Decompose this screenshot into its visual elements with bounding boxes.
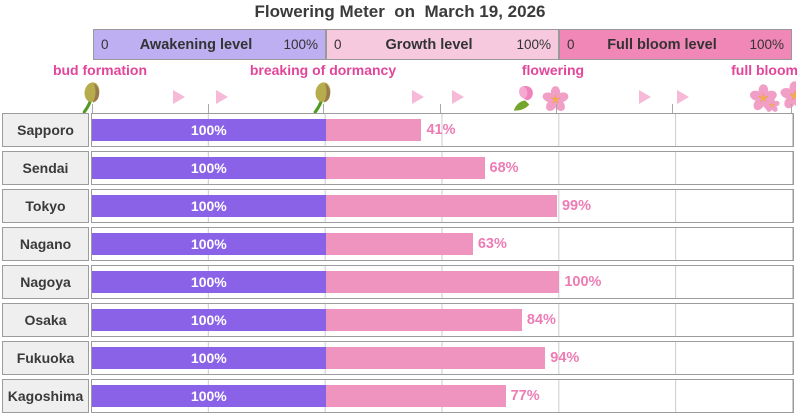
page-title: Flowering Meter on March 19, 2026 — [254, 2, 546, 21]
table-row: Sapporo 100% 41% — [2, 113, 794, 147]
band-label: Growth level — [385, 36, 473, 53]
stage-label-flowering: flowering — [521, 62, 585, 78]
table-row: Osaka 100% 84% — [2, 303, 794, 337]
growth-bar — [325, 385, 506, 407]
axis-tick — [208, 104, 209, 113]
full-bloom-level-band: 0 Full bloom level 100% — [559, 29, 792, 60]
bud-icon — [79, 82, 103, 113]
growth-value-label: 84% — [526, 312, 556, 328]
city-label: Kagoshima — [2, 379, 89, 413]
growth-value-label: 94% — [550, 350, 580, 366]
cherry-blossom-cluster-icon — [736, 81, 796, 113]
city-label: Sendai — [2, 151, 89, 185]
chart-cell: 100% 99% — [91, 189, 794, 223]
growth-bar — [325, 271, 560, 293]
growth-value-label: 77% — [510, 388, 540, 404]
growth-value-label: 100% — [564, 274, 602, 290]
pink-arrow-icon — [677, 90, 689, 104]
band-min: 0 — [334, 37, 342, 52]
table-row: Nagano 100% 63% — [2, 227, 794, 261]
city-label: Sapporo — [2, 113, 89, 147]
table-row: Tokyo 100% 99% — [2, 189, 794, 223]
city-progress-table: Sapporo 100% 41% Sendai 100% 68% Tokyo 1… — [2, 113, 794, 416]
band-min: 0 — [567, 37, 575, 52]
city-label: Fukuoka — [2, 341, 89, 375]
city-label: Tokyo — [2, 189, 89, 223]
growth-bar — [325, 119, 422, 141]
pink-arrow-icon — [412, 90, 424, 104]
growth-value-label: 63% — [477, 236, 507, 252]
axis-tick — [92, 104, 93, 113]
band-label: Full bloom level — [607, 36, 717, 53]
awakening-level-band: 0 Awakening level 100% — [93, 29, 326, 60]
city-label: Nagano — [2, 227, 89, 261]
awakening-bar: 100% — [92, 157, 326, 179]
growth-bar — [325, 233, 473, 255]
pink-arrow-icon — [173, 90, 185, 104]
chart-cell: 100% 68% — [91, 151, 794, 185]
awakening-bar: 100% — [92, 309, 326, 331]
band-max: 100% — [516, 37, 551, 52]
stage-label-breaking-of-dormancy: breaking of dormancy — [249, 62, 397, 78]
bud-icon — [310, 82, 334, 113]
pink-arrow-icon — [216, 90, 228, 104]
stage-label-full-bloom: full bloom — [731, 62, 798, 78]
chart-cell: 100% 94% — [91, 341, 794, 375]
city-label: Nagoya — [2, 265, 89, 299]
table-row: Sendai 100% 68% — [2, 151, 794, 185]
level-bands: 0 Awakening level 100% 0 Growth level 10… — [93, 29, 792, 60]
table-row: Nagoya 100% 100% — [2, 265, 794, 299]
band-max: 100% — [283, 37, 318, 52]
awakening-bar: 100% — [92, 119, 326, 141]
tulip-icon — [512, 84, 540, 112]
chart-cell: 100% 100% — [91, 265, 794, 299]
growth-value-label: 41% — [426, 122, 456, 138]
awakening-bar: 100% — [92, 385, 326, 407]
band-max: 100% — [749, 37, 784, 52]
chart-cell: 100% 63% — [91, 227, 794, 261]
band-min: 0 — [101, 37, 109, 52]
growth-level-band: 0 Growth level 100% — [326, 29, 559, 60]
growth-bar — [325, 195, 557, 217]
pink-arrow-icon — [452, 90, 464, 104]
chart-cell: 100% 41% — [91, 113, 794, 147]
table-row: Kagoshima 100% 77% — [2, 379, 794, 413]
growth-bar — [325, 157, 485, 179]
axis-tick — [672, 104, 673, 113]
growth-value-label: 68% — [489, 160, 519, 176]
city-label: Osaka — [2, 303, 89, 337]
awakening-bar: 100% — [92, 271, 326, 293]
band-label: Awakening level — [139, 36, 253, 53]
pink-arrow-icon — [639, 90, 651, 104]
stage-label-bud-formation: bud formation — [52, 62, 148, 78]
awakening-bar: 100% — [92, 347, 326, 369]
axis-tick — [556, 104, 557, 113]
growth-bar — [325, 309, 522, 331]
awakening-bar: 100% — [92, 195, 326, 217]
chart-cell: 100% 84% — [91, 303, 794, 337]
growth-value-label: 99% — [561, 198, 592, 214]
axis-tick — [323, 104, 324, 113]
table-row: Fukuoka 100% 94% — [2, 341, 794, 375]
growth-bar — [325, 347, 546, 369]
awakening-bar: 100% — [92, 233, 326, 255]
axis-tick — [791, 104, 792, 113]
chart-cell: 100% 77% — [91, 379, 794, 413]
axis-tick — [440, 104, 441, 113]
